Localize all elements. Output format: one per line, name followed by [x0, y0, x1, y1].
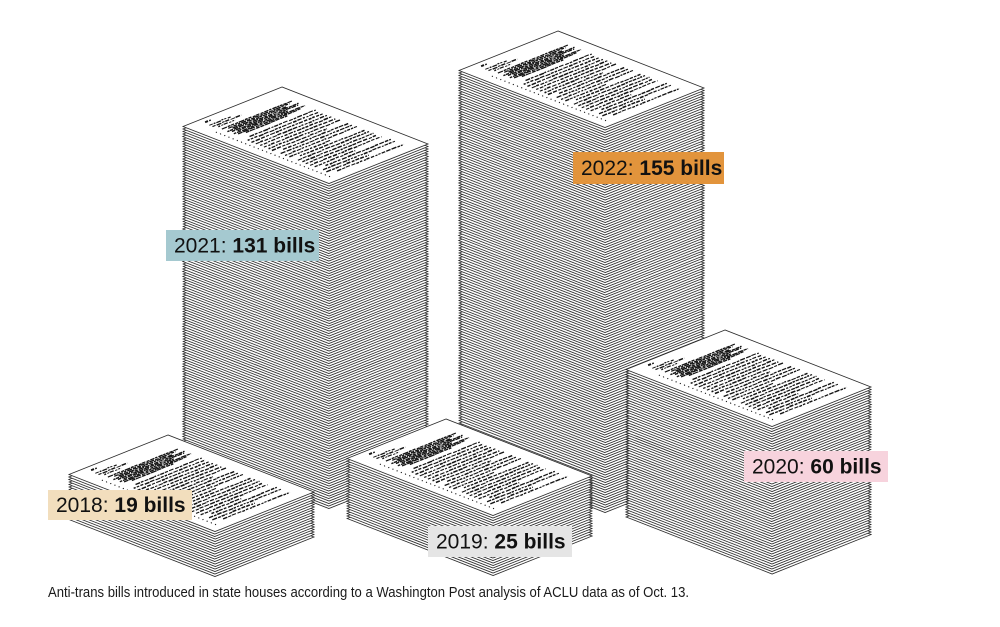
svg-text:Anti-trans bills introduced in: Anti-trans bills introduced in state hou… — [48, 585, 689, 601]
svg-text:2018: 19 bills: 2018: 19 bills — [56, 494, 186, 517]
svg-text:2019: 25 bills: 2019: 25 bills — [436, 531, 566, 554]
svg-text:2022: 155 bills: 2022: 155 bills — [581, 157, 722, 180]
svg-text:2020: 60 bills: 2020: 60 bills — [752, 456, 882, 479]
svg-text:2021: 131 bills: 2021: 131 bills — [174, 235, 315, 258]
